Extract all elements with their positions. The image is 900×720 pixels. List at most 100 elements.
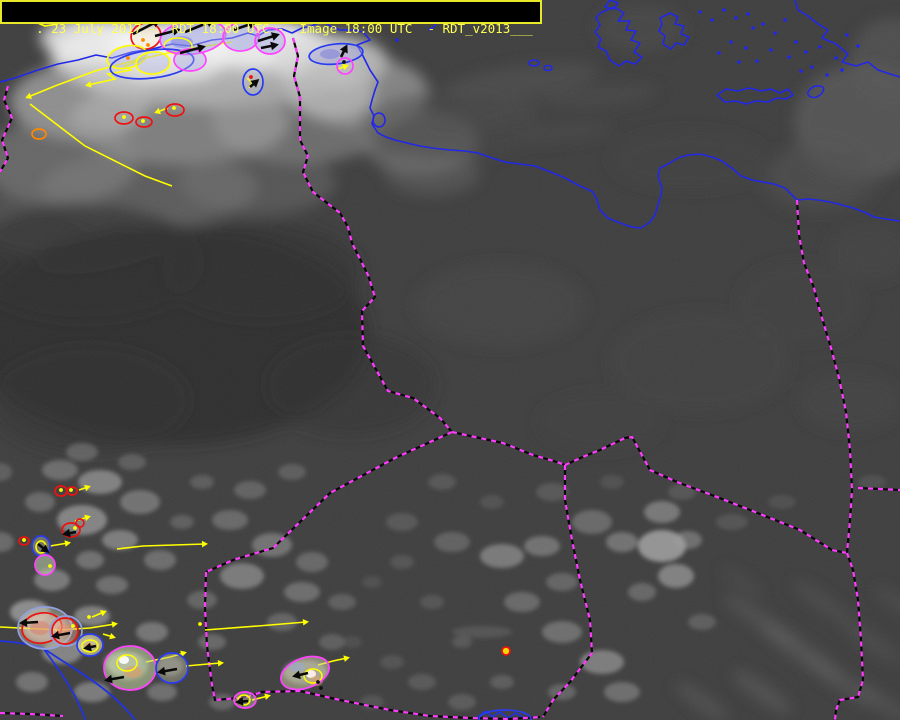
cell-mark [198, 622, 202, 626]
status-bar: . 23 July 2017 - RDT 18:00 UTC - Image 1… [0, 0, 542, 36]
arrowhead-icon [84, 514, 91, 522]
cell-contour [75, 518, 85, 528]
cell-contour [501, 646, 511, 656]
timestamp-text: . 23 July 2017 - RDT 18:00 UTC - Image 1… [36, 21, 533, 36]
island-dot [755, 59, 759, 63]
island-dot [734, 16, 738, 20]
arrowhead-icon [99, 610, 107, 617]
trajectory-line [78, 484, 91, 492]
island-dot [834, 56, 838, 60]
coastline [716, 87, 794, 105]
coastline [604, 0, 619, 10]
arrowhead-icon [201, 540, 208, 548]
cell-contour [280, 655, 330, 691]
arrowhead-icon [292, 670, 301, 680]
island-dot [810, 65, 814, 69]
motion-arrow [154, 27, 181, 38]
island-dot [769, 48, 773, 52]
island-dot [856, 44, 860, 48]
river-line [477, 709, 525, 720]
cell-mark [172, 106, 176, 110]
island-dot [783, 18, 787, 22]
island-dot [744, 46, 748, 50]
arrowhead-icon [342, 63, 349, 71]
motion-arrow [157, 666, 178, 676]
arrowhead-icon [19, 618, 28, 628]
border-dashes [0, 711, 64, 718]
island-dot [729, 40, 733, 44]
border-dashes [542, 465, 594, 718]
cell-mark [126, 56, 130, 60]
border-dashes [833, 552, 865, 720]
arrowhead-icon [157, 666, 166, 676]
island-dot [737, 60, 741, 64]
cell-contour [34, 554, 56, 576]
storm-cell [501, 646, 511, 656]
motion-arrow [104, 674, 125, 684]
arrowhead-icon [64, 540, 71, 547]
cell-mark [342, 60, 346, 64]
arrowhead-icon [51, 630, 60, 640]
arrowhead-icon [264, 693, 271, 700]
motion-arrow [62, 528, 77, 538]
trajectory-line [251, 693, 271, 701]
cell-contour [76, 633, 104, 657]
river-line [42, 647, 136, 720]
motion-arrow [339, 44, 348, 58]
motion-arrow [260, 41, 279, 51]
cell-core-patch [119, 656, 129, 664]
island-dot [825, 73, 829, 77]
cell-contour [336, 57, 354, 75]
cell-mark [141, 38, 145, 42]
storm-cell [173, 48, 207, 72]
cell-contour [109, 48, 195, 80]
cell-mark [73, 526, 77, 530]
island-dot [746, 12, 750, 16]
coastline [528, 59, 540, 67]
cell-mark [249, 75, 253, 79]
island-dot [787, 55, 791, 59]
arrowhead-icon [343, 655, 350, 662]
cell-mark [141, 119, 145, 123]
cell-mark [69, 488, 73, 492]
cell-mark [71, 624, 75, 628]
cell-mark [87, 615, 91, 619]
cell-core-patch [171, 36, 193, 48]
coastline [594, 6, 643, 67]
coastline [794, 0, 900, 78]
island-dot [698, 10, 702, 14]
arrowhead-icon [104, 674, 113, 684]
island-dot [751, 26, 755, 30]
border-dashes [203, 571, 541, 720]
coastline [372, 112, 386, 128]
coastlines-layer [0, 0, 900, 229]
cell-mark [22, 538, 26, 542]
cell-contour [135, 51, 171, 75]
cell-contour [61, 522, 81, 538]
arrowhead-icon [40, 544, 50, 553]
island-dot [722, 8, 726, 12]
arrowhead-icon [250, 79, 260, 88]
storm-cell [103, 645, 157, 691]
motion-arrow [51, 630, 71, 640]
island-dot [845, 33, 849, 37]
arrowhead-icon [339, 44, 348, 54]
arrowhead-icon [25, 92, 33, 99]
storm-cell [155, 652, 189, 684]
storm-cell [109, 48, 195, 80]
motion-arrow [19, 618, 39, 628]
cell-inner-contour [81, 639, 99, 653]
trajectory-line [204, 618, 309, 631]
trajectory-line [102, 632, 116, 640]
trajectory-line [85, 59, 141, 88]
cell-core-patch [306, 670, 316, 678]
storm-cell [114, 111, 134, 125]
cell-inner-contour [237, 694, 251, 706]
storm-cell [49, 615, 83, 647]
cell-contour [66, 486, 78, 496]
cell-core-patch [289, 662, 305, 672]
coastline [658, 12, 690, 50]
cell-contour [17, 606, 73, 650]
